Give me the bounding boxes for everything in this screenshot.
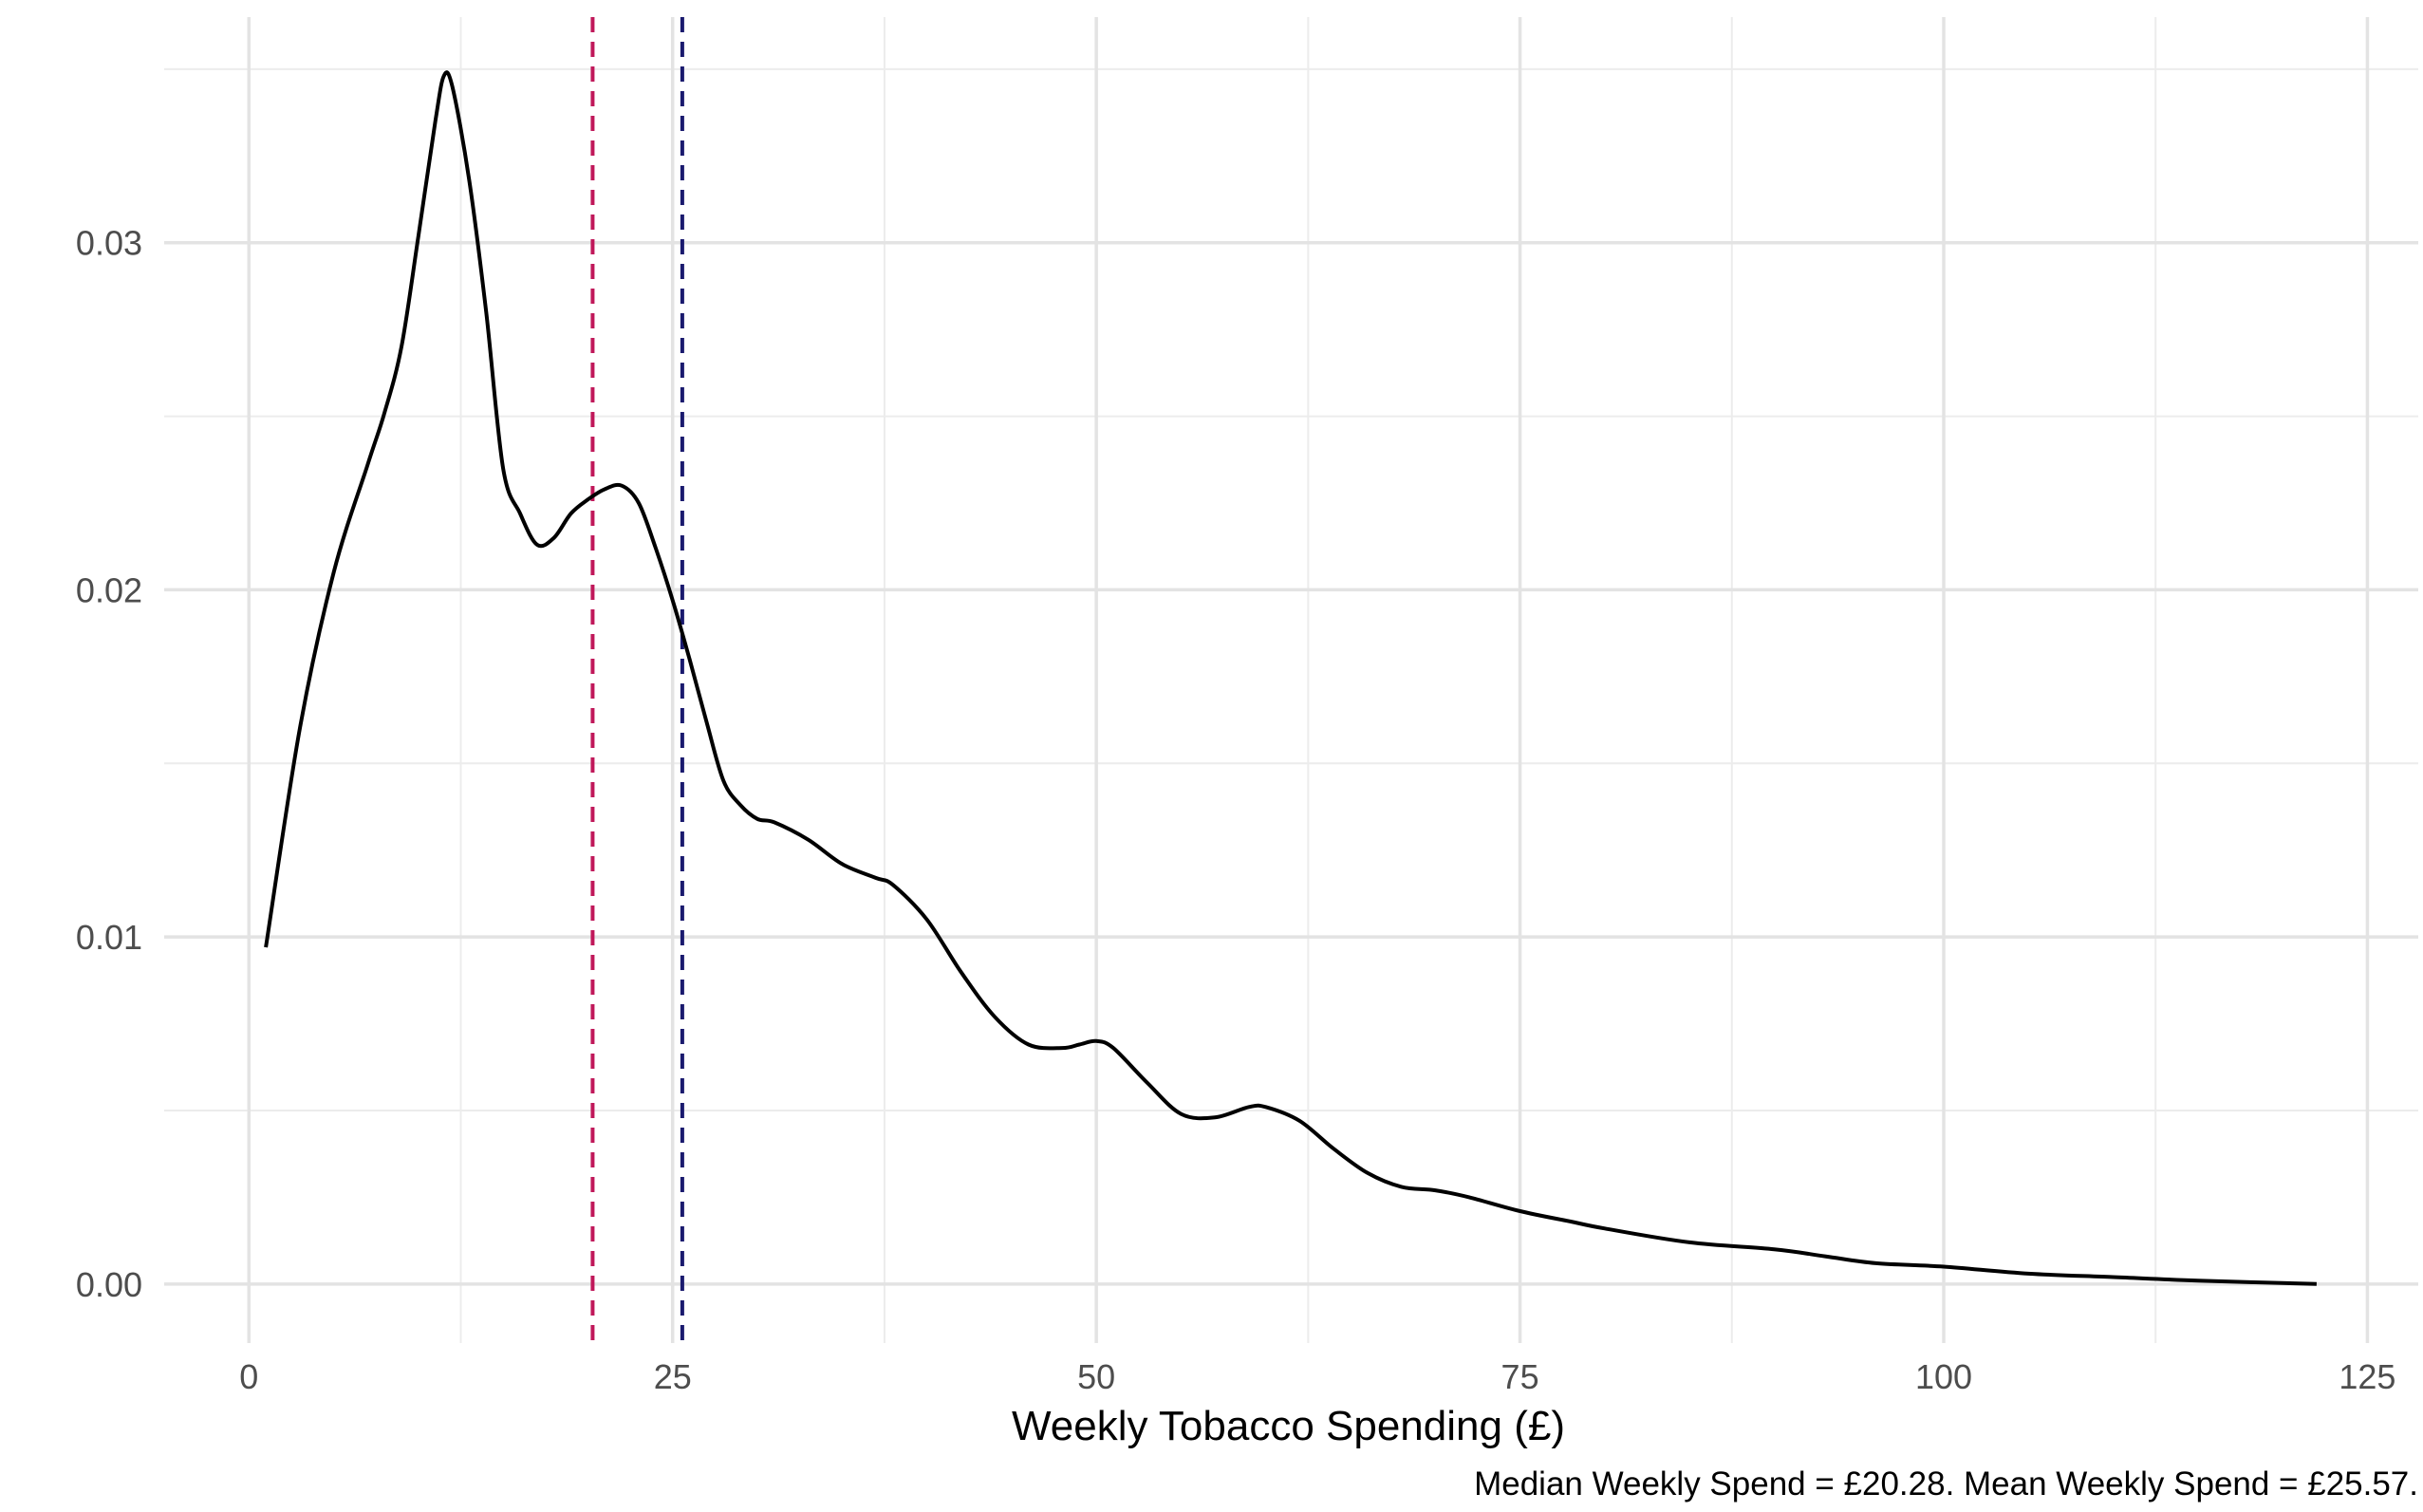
x-tick-label: 125 — [2339, 1357, 2395, 1396]
y-tick-labels: 0.00 0.01 0.02 0.03 — [76, 224, 142, 1304]
y-tick-label: 0.01 — [76, 918, 142, 957]
x-tick-label: 75 — [1501, 1357, 1539, 1396]
series-layer — [264, 70, 2317, 1286]
density-curve — [264, 70, 2317, 1286]
x-tick-label: 25 — [654, 1357, 692, 1396]
x-axis-title: Weekly Tobacco Spending (£) — [1012, 1403, 1565, 1449]
y-tick-label: 0.02 — [76, 570, 142, 609]
x-tick-label: 0 — [239, 1357, 258, 1396]
reference-lines — [590, 17, 684, 1343]
grid-major — [164, 17, 2418, 1343]
x-tick-label: 100 — [1915, 1357, 1972, 1396]
y-tick-label: 0.03 — [76, 224, 142, 263]
grid-minor — [164, 17, 2418, 1343]
y-tick-label: 0.00 — [76, 1265, 142, 1304]
x-tick-labels: 0 25 50 75 100 125 — [239, 1357, 2395, 1396]
x-tick-label: 50 — [1077, 1357, 1115, 1396]
chart-caption: Median Weekly Spend = £20.28. Mean Weekl… — [1474, 1465, 2418, 1503]
